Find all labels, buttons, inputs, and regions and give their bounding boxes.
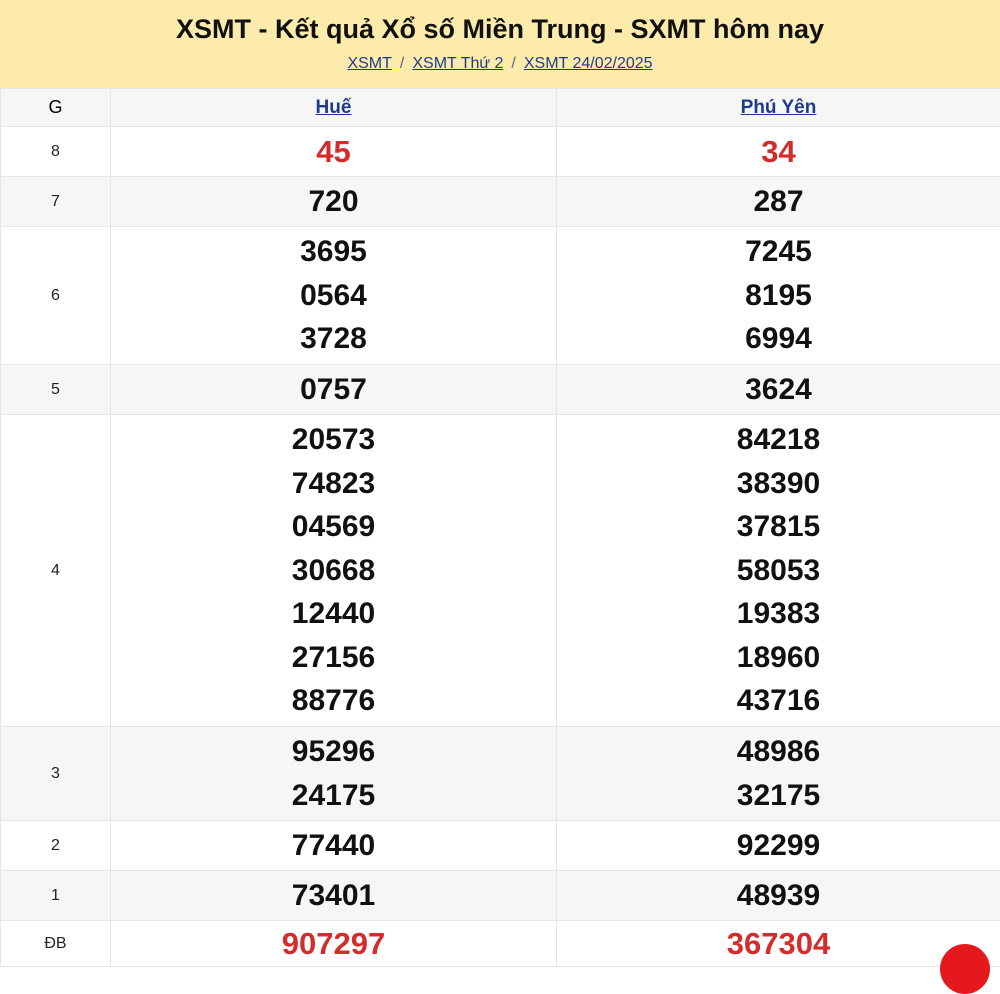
prize-label: 2: [1, 821, 111, 871]
result-cell-hue: 907297: [111, 921, 557, 967]
floating-action-button[interactable]: [940, 944, 990, 994]
column-header-hue: Huế: [111, 89, 557, 127]
prize-label: 1: [1, 871, 111, 921]
prize-label: 3: [1, 727, 111, 821]
prize-label: ĐB: [1, 921, 111, 967]
column-header-prize: G: [1, 89, 111, 127]
breadcrumb-separator: /: [400, 55, 404, 72]
breadcrumb-separator: /: [511, 55, 515, 72]
result-cell-phuyen: 3624: [557, 365, 1000, 415]
winning-number: 8195: [557, 274, 1000, 318]
prize-label: 8: [1, 127, 111, 177]
winning-number: 34: [557, 130, 1000, 174]
winning-number: 907297: [111, 922, 556, 966]
winning-number: 3728: [111, 317, 556, 361]
winning-number: 6994: [557, 317, 1000, 361]
result-cell-phuyen: 48939: [557, 871, 1000, 921]
winning-number: 95296: [111, 730, 556, 774]
winning-number: 27156: [111, 636, 556, 680]
winning-number: 92299: [557, 824, 1000, 868]
result-cell-phuyen: 92299: [557, 821, 1000, 871]
result-cell-hue: 0757: [111, 365, 557, 415]
breadcrumb-xsmt-date[interactable]: XSMT 24/02/2025: [524, 55, 653, 72]
column-header-phu-yen: Phú Yên: [557, 89, 1000, 127]
winning-number: 04569: [111, 505, 556, 549]
winning-number: 43716: [557, 679, 1000, 723]
prize-label: 6: [1, 227, 111, 365]
result-cell-hue: 77440: [111, 821, 557, 871]
result-cell-hue: 73401: [111, 871, 557, 921]
winning-number: 30668: [111, 549, 556, 593]
breadcrumb-xsmt[interactable]: XSMT: [347, 55, 391, 72]
prize-label: 5: [1, 365, 111, 415]
winning-number: 287: [557, 180, 1000, 224]
winning-number: 19383: [557, 592, 1000, 636]
winning-number: 58053: [557, 549, 1000, 593]
winning-number: 48986: [557, 730, 1000, 774]
winning-number: 0757: [111, 368, 556, 412]
winning-number: 77440: [111, 824, 556, 868]
winning-number: 37815: [557, 505, 1000, 549]
winning-number: 74823: [111, 462, 556, 506]
result-cell-hue: 45: [111, 127, 557, 177]
winning-number: 48939: [557, 874, 1000, 918]
winning-number: 12440: [111, 592, 556, 636]
page-header: XSMT - Kết quả Xổ số Miền Trung - SXMT h…: [0, 0, 1000, 88]
province-link-phu-yen[interactable]: Phú Yên: [741, 97, 817, 118]
winning-number: 367304: [557, 922, 1000, 966]
winning-number: 24175: [111, 774, 556, 818]
prize-label: 7: [1, 177, 111, 227]
province-link-hue[interactable]: Huế: [316, 97, 352, 118]
winning-number: 3695: [111, 230, 556, 274]
result-cell-hue: 720: [111, 177, 557, 227]
winning-number: 88776: [111, 679, 556, 723]
winning-number: 3624: [557, 368, 1000, 412]
winning-number: 720: [111, 180, 556, 224]
winning-number: 73401: [111, 874, 556, 918]
winning-number: 84218: [557, 418, 1000, 462]
result-cell-phuyen: 367304: [557, 921, 1000, 967]
winning-number: 32175: [557, 774, 1000, 818]
result-cell-phuyen: 287: [557, 177, 1000, 227]
winning-number: 45: [111, 130, 556, 174]
page-title: XSMT - Kết quả Xổ số Miền Trung - SXMT h…: [0, 12, 1000, 46]
winning-number: 18960: [557, 636, 1000, 680]
winning-number: 0564: [111, 274, 556, 318]
result-cell-phuyen: 34: [557, 127, 1000, 177]
breadcrumb-xsmt-thu-2[interactable]: XSMT Thứ 2: [412, 55, 503, 72]
winning-number: 7245: [557, 230, 1000, 274]
winning-number: 20573: [111, 418, 556, 462]
prize-label: 4: [1, 415, 111, 727]
winning-number: 38390: [557, 462, 1000, 506]
breadcrumb: XSMT / XSMT Thứ 2 / XSMT 24/02/2025: [0, 55, 1000, 73]
